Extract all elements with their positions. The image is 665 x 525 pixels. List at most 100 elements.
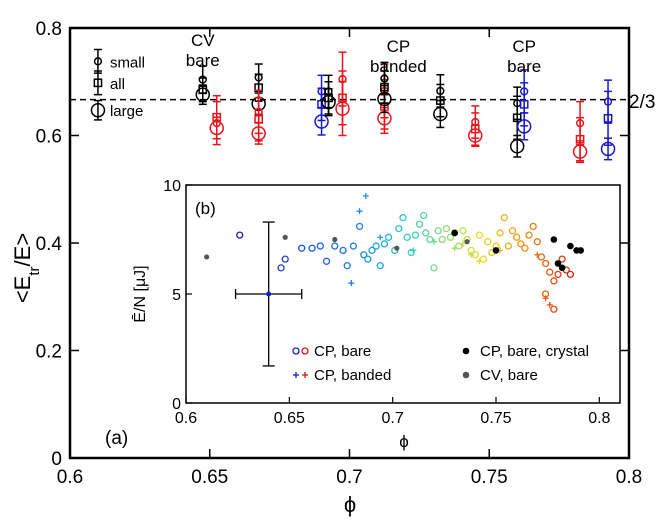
main-y-tick-label: 0.8: [36, 19, 62, 40]
main-x-tick-label: 0.8: [616, 467, 642, 488]
cp-bare-point: [442, 224, 451, 233]
inset-y-tick-label: 0: [172, 396, 181, 413]
annotation-text: bare: [186, 51, 220, 70]
large-marker: [335, 101, 350, 116]
cp-bare-point: [455, 242, 463, 250]
cp-bare-point: [407, 248, 415, 257]
cp-crystal-point: [577, 247, 585, 254]
cp-banded-point: [356, 208, 363, 215]
main-xlabel: ϕ: [344, 492, 356, 517]
large-marker: [251, 126, 266, 141]
inset-axes: 0.6 0.65 0.7 0.75 0.8 0 5 10: [163, 178, 610, 427]
marker-size-legend: small all large: [110, 54, 145, 120]
cp-crystal-point: [554, 260, 562, 267]
cp-crystal-point: [558, 264, 566, 272]
main-x-tick-label: 0.7: [336, 467, 362, 488]
inset-panel-label: (b): [195, 199, 216, 218]
cp-bare-point: [298, 244, 306, 252]
annotation-text: bare: [507, 57, 541, 76]
cp-bare-point: [426, 235, 434, 244]
small-marker: [93, 57, 103, 66]
data-group: [433, 74, 448, 129]
cp-bare-point: [368, 246, 376, 255]
cp-banded-point: [459, 240, 466, 247]
cp-crystal-point: [567, 242, 574, 250]
all-marker: [512, 113, 522, 123]
cv-bare-point: [282, 234, 288, 240]
cp-bare-point: [558, 255, 566, 263]
large-marker: [321, 94, 336, 110]
cv-bare-point: [394, 245, 400, 251]
large-marker: [600, 141, 616, 157]
cp-bare-point: [525, 231, 533, 239]
all-marker: [519, 99, 529, 109]
data-group: [516, 69, 532, 141]
inset-x-tick-label: 0.75: [480, 410, 511, 427]
cp-bare-point: [504, 242, 513, 250]
cp-bare-point: [446, 233, 455, 241]
data-group: [509, 86, 525, 158]
cp-bare-point: [475, 231, 484, 239]
cp-bare-point: [399, 214, 407, 222]
data-group: [572, 100, 588, 164]
cp-crystal-point: [550, 236, 558, 243]
large-marker: [516, 119, 532, 134]
cp-banded-point: [476, 258, 483, 265]
cp-bare-point: [339, 246, 347, 255]
cp-bare-point: [236, 231, 244, 239]
data-group: [377, 61, 392, 114]
cp-crystal-point: [492, 247, 500, 254]
cp-bare-point: [343, 262, 351, 270]
inset-x-tick-label: 0.7: [382, 410, 404, 427]
data-group: [251, 89, 266, 145]
cp-bare-point: [550, 277, 558, 285]
cp-banded-point: [542, 295, 549, 302]
cp-bare-point: [364, 255, 372, 263]
inset-legend: CP, bare CP, banded CP, bare, crystal CV, b…: [292, 343, 589, 384]
cp-bare-point: [420, 211, 428, 220]
main-x-tick-label: 0.6: [57, 467, 83, 488]
reference-line-label: 2/3: [629, 92, 655, 113]
all-marker: [93, 78, 103, 88]
large-marker: [572, 144, 588, 159]
main-axes: 0.6 0.65 0.7 0.75 0.800.20.40.60.8: [36, 19, 643, 488]
data-group: [90, 48, 106, 121]
inset-legend-label: CP, bare, crystal: [480, 343, 589, 360]
data-group: [468, 105, 483, 147]
main-y-tick-label: 0: [51, 449, 62, 470]
inset-legend-entry: CP, bare, crystal: [462, 343, 589, 360]
cp-bare-point: [513, 233, 521, 241]
cp-bare-point: [376, 262, 384, 270]
all-marker: [603, 113, 613, 123]
cp-bare-point: [521, 244, 529, 252]
inset-legend-entry: CV, bare: [462, 367, 538, 384]
legend-large-label: large: [110, 103, 143, 120]
cp-crystal-point: [451, 229, 458, 237]
annotation-text: CP: [387, 37, 411, 56]
cp-banded-point: [348, 280, 355, 287]
cp-bare-point: [537, 253, 546, 261]
cp-bare-point: [550, 305, 558, 313]
cp-bare-point: [281, 255, 289, 263]
inset-x-tick-label: 0.65: [274, 410, 305, 427]
main-panel-label: (a): [105, 428, 128, 449]
inset-data-marks: [204, 192, 585, 367]
cp-bare-point: [430, 264, 438, 272]
cp-bare-point: [500, 214, 508, 222]
cp-bare-point: [541, 259, 550, 268]
inset-legend-label: CP, banded: [314, 367, 391, 384]
inset-y-tick-label: 10: [163, 178, 181, 195]
legend-marker-filled: [462, 371, 470, 379]
cp-bare-point: [438, 235, 446, 244]
cp-bare-point: [546, 268, 554, 276]
inset-legend-entry: CP, banded: [293, 367, 391, 384]
cp-bare-point: [566, 270, 575, 279]
data-group: [209, 94, 224, 146]
cp-bare-point: [331, 242, 339, 250]
cp-bare-point: [517, 240, 525, 248]
cp-bare-point: [529, 222, 537, 231]
data-group: [314, 74, 329, 136]
cp-bare-point: [360, 251, 368, 259]
